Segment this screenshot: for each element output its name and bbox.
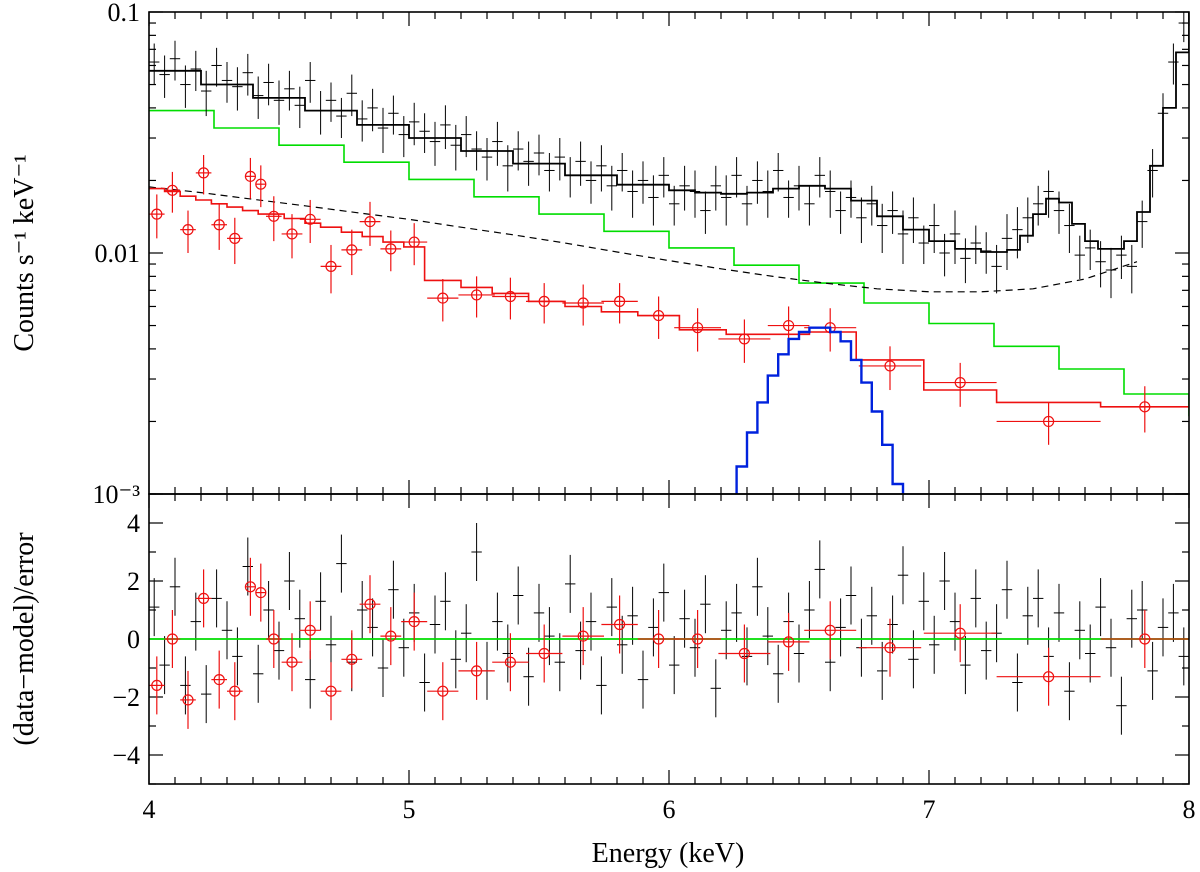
blue-model-line xyxy=(725,326,910,494)
red-data-point xyxy=(304,213,316,225)
red-data-point xyxy=(286,228,298,240)
red-data-point xyxy=(268,210,280,222)
red-data-point xyxy=(166,184,178,196)
red-data-point xyxy=(652,309,665,322)
red-residual-point xyxy=(198,592,210,605)
black-model-line xyxy=(149,12,1189,253)
spectrum-panel: 0.1 0.01 10⁻³ Counts s⁻¹ keV⁻¹ xyxy=(9,0,1190,509)
red-data-point xyxy=(738,333,751,345)
red-data-point xyxy=(471,289,483,301)
spectrum-plot-area xyxy=(149,12,1189,494)
residual-y-tick-label: 4 xyxy=(127,509,140,538)
red-residual-point xyxy=(151,679,163,692)
red-residual-point xyxy=(364,598,376,610)
x-tick-label: 7 xyxy=(923,795,936,824)
red-data-point xyxy=(954,376,966,389)
x-tick-label: 6 xyxy=(663,795,676,824)
red-data-point xyxy=(364,215,376,228)
red-residual-point xyxy=(325,685,337,697)
red-residual-point xyxy=(738,647,751,660)
red-data-point xyxy=(1139,401,1151,413)
x-tick-label: 8 xyxy=(1183,795,1196,824)
residual-frame xyxy=(148,493,1190,785)
red-residual-point xyxy=(691,633,704,645)
black-model-dashed-line xyxy=(149,186,1138,293)
red-data-point xyxy=(198,167,210,179)
red-data-point xyxy=(504,290,516,303)
red-residual-point xyxy=(385,630,397,642)
spectrum-y-tick-label: 0.1 xyxy=(108,0,141,27)
residual-y-tick-label: 0 xyxy=(127,625,140,654)
red-data-point xyxy=(691,322,704,334)
spectrum-tick-labels: 0.1 0.01 10⁻³ xyxy=(92,0,140,509)
red-data-point xyxy=(244,170,256,182)
red-residual-point xyxy=(437,685,449,697)
red-data-point xyxy=(577,297,589,309)
residual-plot-area xyxy=(149,523,1189,735)
red-residual-point xyxy=(471,665,483,677)
red-data-point xyxy=(346,244,358,256)
red-residual-point xyxy=(166,633,178,645)
spectrum-y-tick-label: 10⁻³ xyxy=(92,480,140,509)
red-residual-point xyxy=(504,656,516,668)
red-data-point xyxy=(255,178,267,190)
red-residual-point xyxy=(1042,671,1055,683)
red-residual-point xyxy=(613,618,626,631)
red-data-point xyxy=(538,295,550,307)
red-data-point xyxy=(151,208,163,220)
red-residual-point xyxy=(244,581,256,593)
red-residual-point xyxy=(346,653,358,665)
red-data-point xyxy=(213,219,225,231)
red-residual-point xyxy=(884,642,896,654)
red-data-point xyxy=(1042,415,1055,428)
red-residual-point xyxy=(1139,633,1151,645)
red-residual-point xyxy=(782,636,795,648)
red-data-point xyxy=(385,243,397,255)
x-tick-labels: 4 5 6 7 8 xyxy=(143,795,1196,824)
red-data-point xyxy=(325,260,337,272)
red-data-point xyxy=(182,224,194,236)
red-residual-point xyxy=(304,624,316,636)
red-data-point xyxy=(408,236,420,248)
x-axis-title: Energy (keV) xyxy=(592,838,745,869)
red-residual-point xyxy=(229,685,241,697)
residual-y-tick-label: 2 xyxy=(127,567,140,596)
red-residual-point xyxy=(255,586,267,599)
red-data-point xyxy=(613,295,626,307)
red-model-line xyxy=(149,187,1189,408)
residual-y-tick-label: −4 xyxy=(112,741,140,770)
red-residual-point xyxy=(213,673,225,686)
red-residual-point xyxy=(824,624,836,636)
red-data-point xyxy=(437,292,449,304)
x-tick-label: 4 xyxy=(143,795,156,824)
residual-panel: 4 2 0 −2 −4 (data−model)/error xyxy=(9,493,1190,785)
spectrum-y-axis-title: Counts s⁻¹ keV⁻¹ xyxy=(9,154,40,351)
red-data-point xyxy=(782,319,795,332)
red-residual-point xyxy=(652,633,665,645)
red-data-point xyxy=(884,360,896,372)
red-residual-point xyxy=(954,627,966,639)
residual-tick-labels: 4 2 0 −2 −4 xyxy=(112,509,140,770)
spectrum-series xyxy=(149,12,1189,494)
red-residual-point xyxy=(408,615,420,628)
red-data-point xyxy=(229,232,241,244)
red-residual-point xyxy=(268,633,280,645)
red-residual-point xyxy=(538,647,550,660)
spectrum-y-tick-label: 0.01 xyxy=(95,239,141,268)
red-residual-point xyxy=(286,656,298,668)
green-model-line xyxy=(149,109,1189,417)
residual-y-axis-title: (data−model)/error xyxy=(9,532,40,746)
red-residual-point xyxy=(182,694,194,706)
x-tick-label: 5 xyxy=(403,795,416,824)
residual-y-tick-label: −2 xyxy=(112,683,140,712)
residual-series xyxy=(149,523,1189,735)
red-residual-point xyxy=(577,630,589,642)
